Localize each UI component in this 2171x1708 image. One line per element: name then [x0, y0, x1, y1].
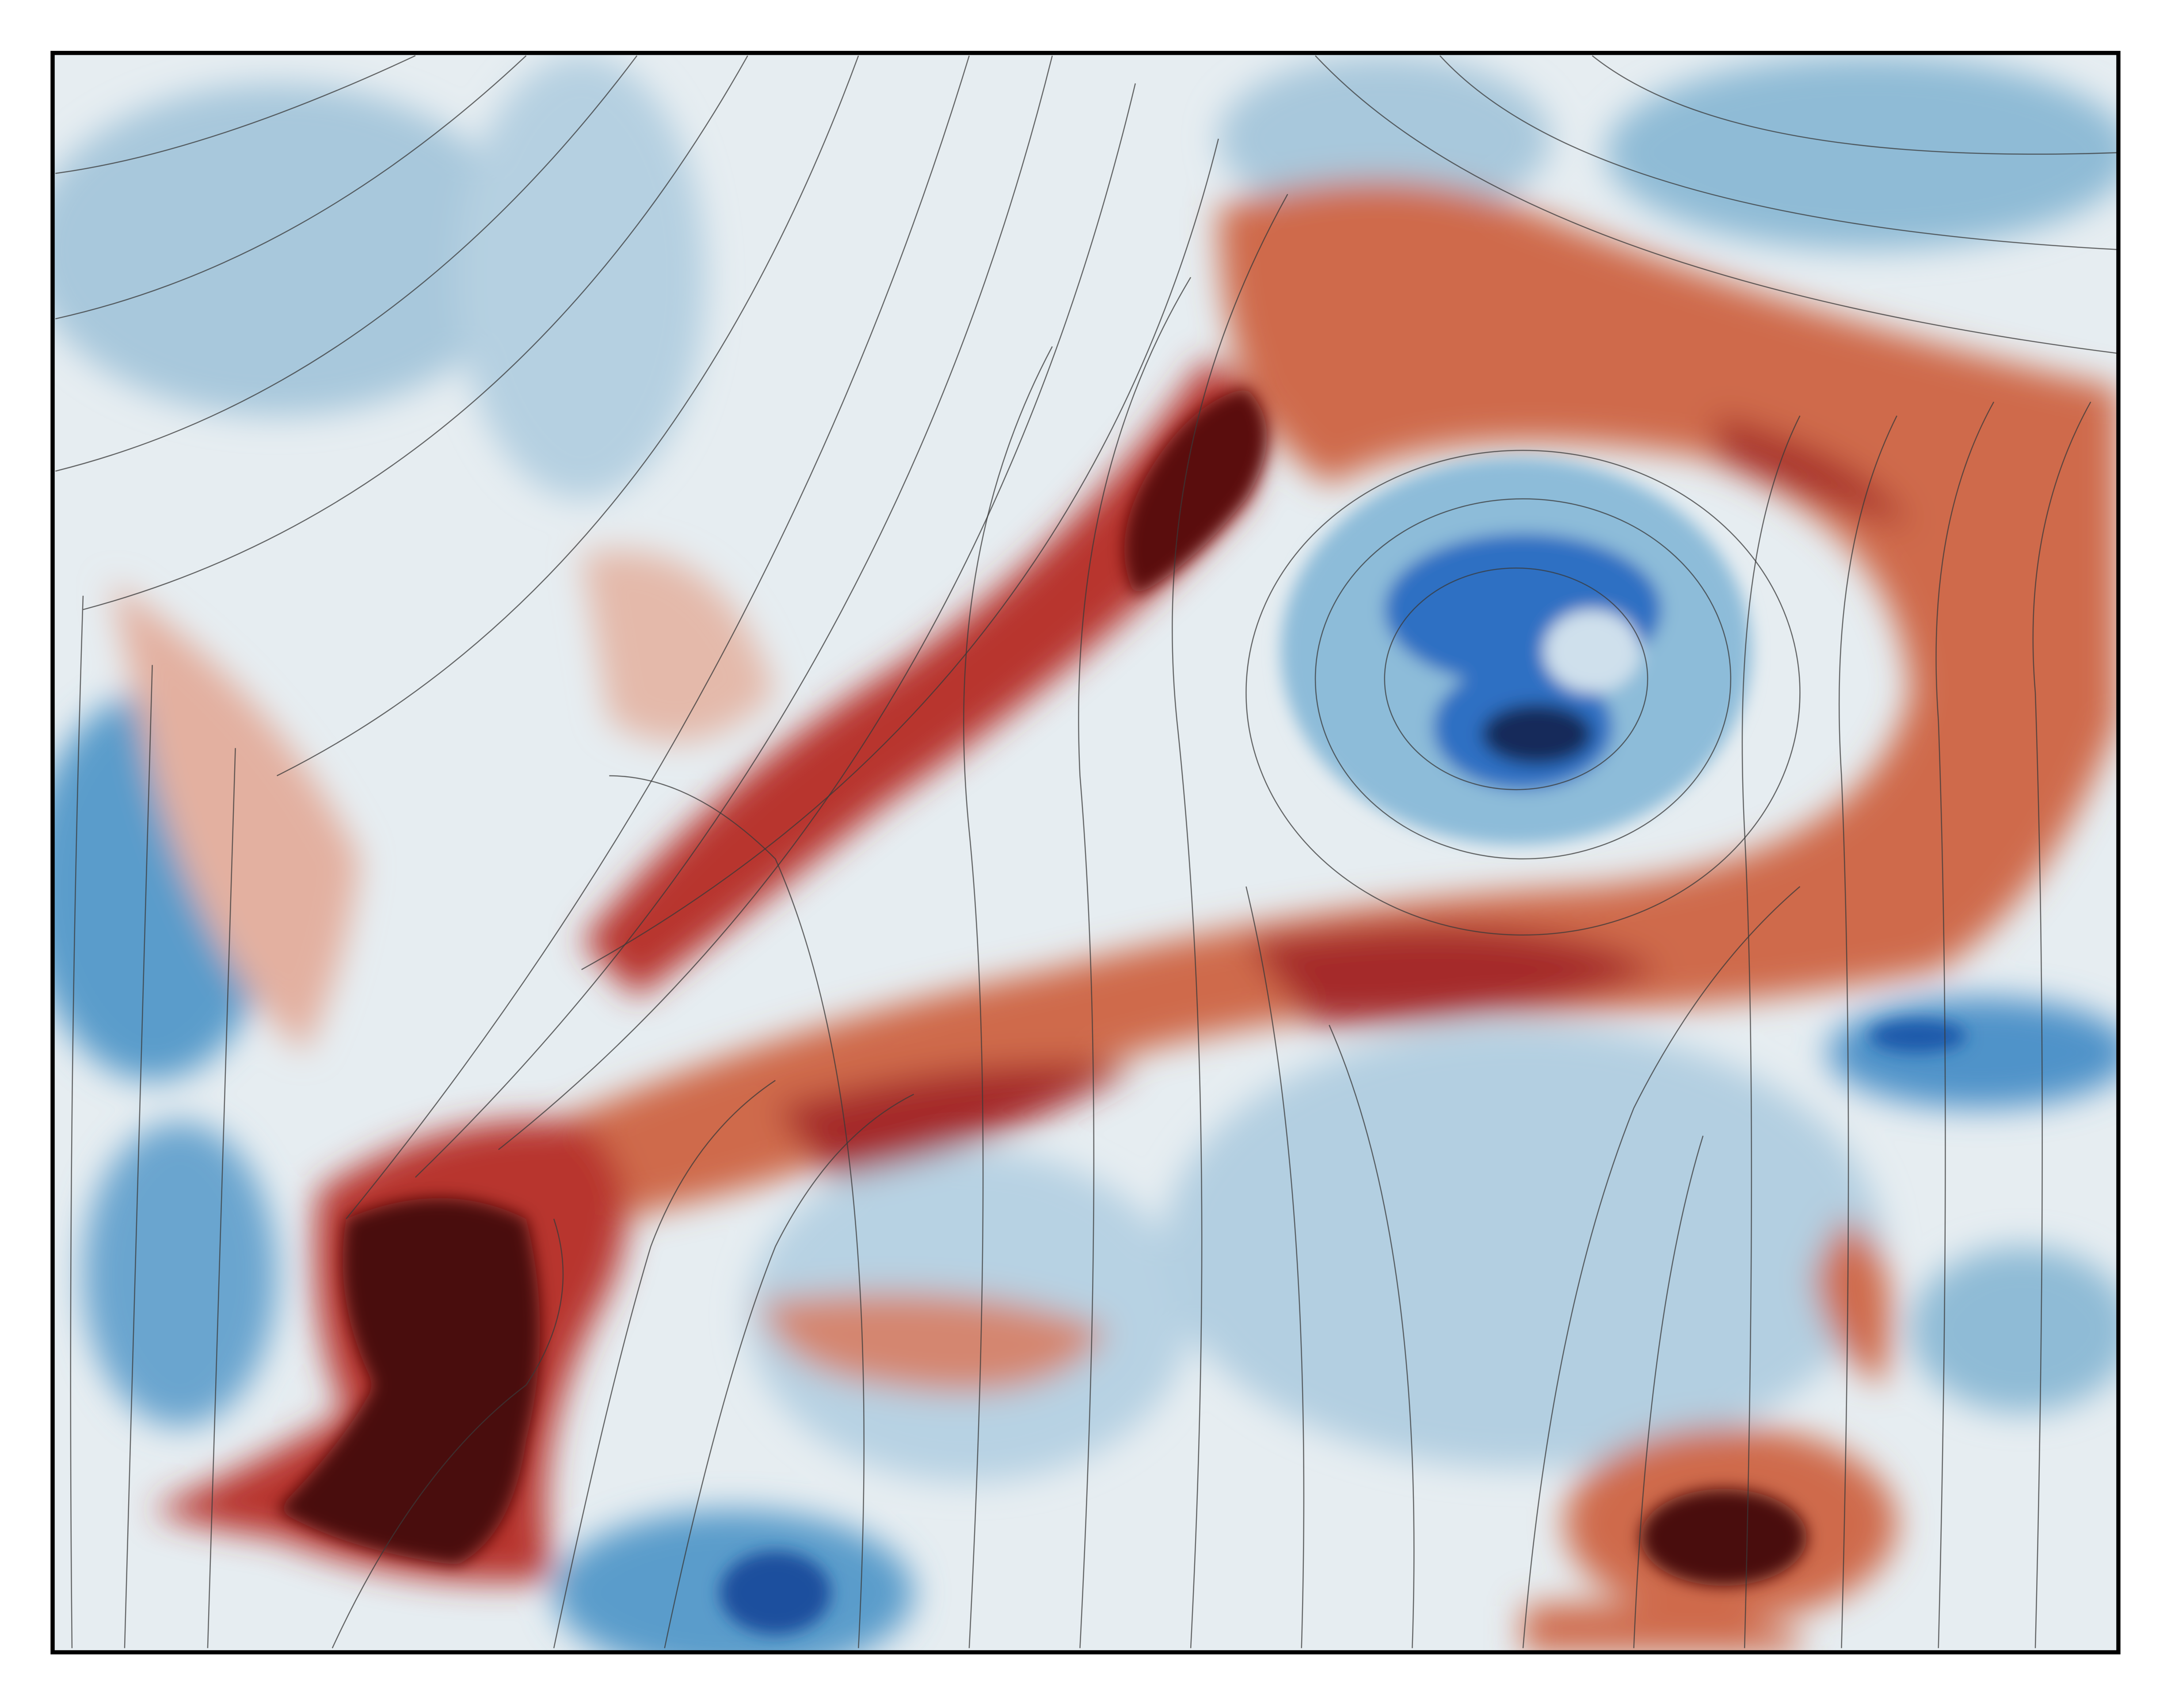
streamline	[1245, 450, 1801, 936]
streamline	[55, 55, 638, 472]
streamline	[331, 1219, 564, 1649]
streamline	[1078, 277, 1192, 1648]
blue-area	[1163, 1025, 1883, 1468]
streamline	[1522, 886, 1801, 1648]
streamline	[1172, 194, 1288, 1648]
blue-core	[1869, 1019, 1966, 1053]
blue-area	[1606, 56, 2118, 250]
blue-core	[720, 1551, 831, 1635]
streamline	[581, 138, 1219, 970]
core-regions	[277, 388, 1966, 1635]
streamline	[1315, 55, 2118, 354]
streamline	[1592, 55, 2118, 155]
streamline	[55, 55, 527, 320]
light-red-region	[581, 550, 776, 743]
streamline	[124, 665, 153, 1648]
streamline	[664, 1094, 914, 1648]
streamline	[2032, 401, 2091, 1648]
vortex-core	[1481, 704, 1592, 765]
streamline	[276, 55, 859, 777]
streamline	[1384, 567, 1649, 790]
streamline	[1633, 1136, 1704, 1648]
red-region	[581, 360, 1260, 998]
dark-red-core	[1124, 388, 1267, 596]
streamline	[415, 55, 1053, 1178]
blue-area	[83, 1122, 277, 1427]
streamline	[346, 55, 970, 1220]
blue-area	[1218, 56, 1551, 222]
streamline	[55, 55, 416, 174]
streamline	[1245, 886, 1305, 1648]
streamline	[609, 775, 865, 1648]
streamline	[207, 748, 236, 1648]
frame	[50, 51, 2121, 1655]
streamline	[1741, 415, 1801, 1648]
blue-area	[457, 56, 706, 499]
blue-area	[53, 83, 526, 416]
streamline	[1838, 415, 1897, 1648]
red-region	[1813, 1219, 1891, 1385]
streamline	[553, 1080, 776, 1648]
red-region	[775, 1064, 1135, 1178]
blue-area	[1911, 1247, 2118, 1413]
streamline	[1329, 1025, 1415, 1648]
streamlines	[55, 55, 2118, 1649]
streamline	[83, 55, 748, 610]
red-region	[1523, 1603, 1800, 1652]
dark-red-core	[277, 1198, 540, 1565]
streamline	[70, 595, 84, 1648]
field	[53, 53, 2118, 1652]
vortex-gap	[1543, 610, 1641, 693]
light-red-region	[110, 582, 360, 1053]
red-region	[1246, 926, 1662, 1025]
red-region	[761, 1292, 1108, 1392]
streamline	[963, 346, 1053, 1648]
streamline	[498, 83, 1136, 1150]
streamline	[1440, 55, 2118, 250]
streamline	[1314, 498, 1732, 860]
red-region	[1717, 416, 1911, 527]
dark-red-core	[1641, 1489, 1807, 1586]
blue-area	[1828, 997, 2118, 1108]
streamline	[1935, 401, 1995, 1648]
